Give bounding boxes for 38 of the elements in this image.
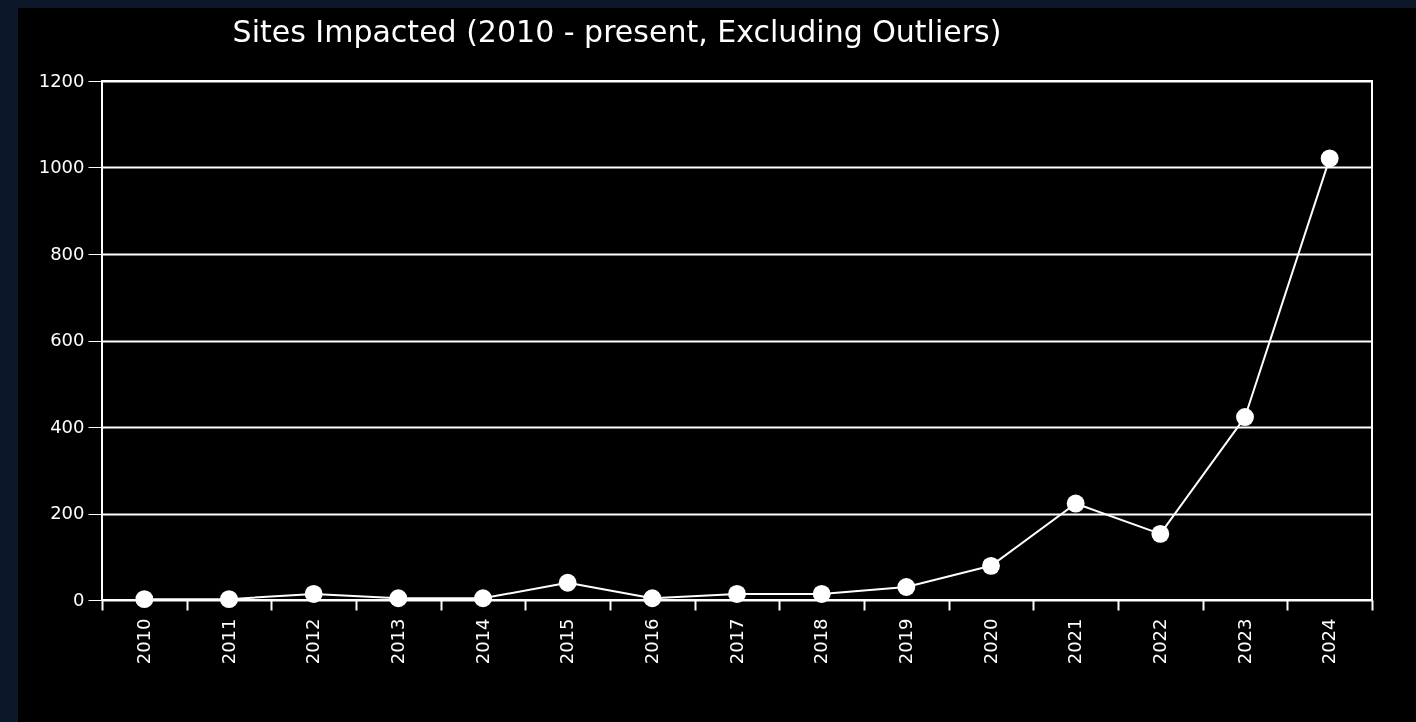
x-tick-label: 2013 [386, 618, 408, 665]
x-tick-label: 2019 [894, 618, 916, 665]
y-tick-label: 0 [73, 588, 85, 610]
x-tick-label: 2021 [1064, 618, 1086, 665]
point [812, 585, 831, 603]
x-tick-label: 2012 [302, 618, 324, 665]
point [1066, 494, 1085, 513]
x-tick-label: 2011 [217, 618, 239, 665]
x-tick-label: 2017 [725, 618, 747, 665]
point [1151, 524, 1170, 543]
point [135, 590, 154, 609]
point [304, 585, 323, 603]
point [728, 585, 746, 603]
y-tick-label: 1000 [38, 156, 85, 177]
y-tick-label: 800 [50, 242, 85, 264]
chart-title: Sites Impacted (2010 - present, Excluding Outliers) [232, 14, 1002, 49]
point [558, 573, 577, 592]
y-tick-label: 600 [50, 329, 85, 350]
point [643, 589, 662, 608]
x-tick-label: 2022 [1148, 618, 1170, 665]
point [1320, 149, 1339, 168]
point [389, 589, 408, 608]
point [982, 556, 1000, 575]
point [897, 578, 916, 596]
point [1236, 408, 1254, 426]
y-tick-label: 200 [50, 502, 85, 523]
x-tick-label: 2016 [640, 618, 662, 665]
x-tick-label: 2015 [556, 618, 578, 665]
point [220, 590, 238, 609]
x-tick-label: 2018 [810, 618, 832, 665]
y-tick-label: 1200 [38, 69, 85, 91]
x-tick-label: 2020 [979, 618, 1001, 665]
point [474, 589, 492, 608]
x-tick-label: 2024 [1318, 618, 1340, 665]
x-tick-label: 2014 [471, 618, 493, 665]
x-tick-label: 2010 [132, 618, 154, 665]
x-tick-label: 2023 [1233, 618, 1255, 665]
y-tick-label: 400 [50, 415, 85, 437]
